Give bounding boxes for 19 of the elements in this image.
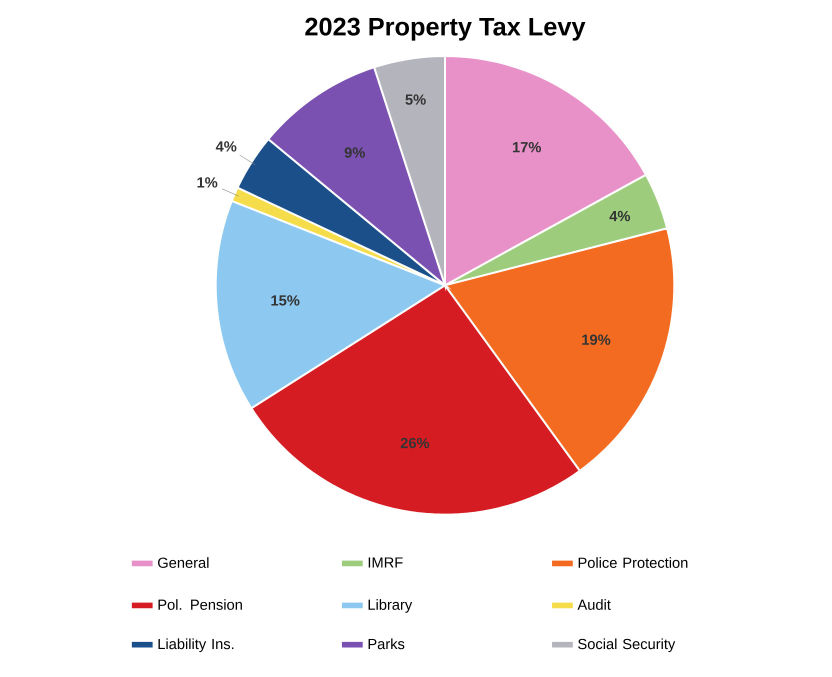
data-label: 4% [216, 141, 236, 152]
legend-label: Liability Ins. [158, 638, 234, 652]
data-label: 1% [197, 177, 218, 188]
chart-title: 2023 Property Tax Levy [305, 18, 586, 40]
legend-label: Audit [577, 598, 611, 610]
data-label: 4% [609, 210, 630, 222]
data-label: 9% [344, 147, 365, 158]
legend-label: IMRF [368, 557, 403, 568]
data-label: 15% [271, 295, 300, 306]
data-label: 26% [400, 438, 430, 448]
legend-label: Pol. Pension [158, 598, 242, 610]
legend-label: Social Security [578, 638, 676, 652]
legend-label: Library [368, 598, 412, 613]
data-label: 19% [582, 334, 610, 345]
legend-label: General [158, 557, 208, 568]
legend-label: Police Protection [578, 557, 688, 568]
data-label: 5% [405, 94, 426, 105]
legend-label: Parks [368, 638, 404, 650]
data-label: 17% [512, 142, 541, 152]
